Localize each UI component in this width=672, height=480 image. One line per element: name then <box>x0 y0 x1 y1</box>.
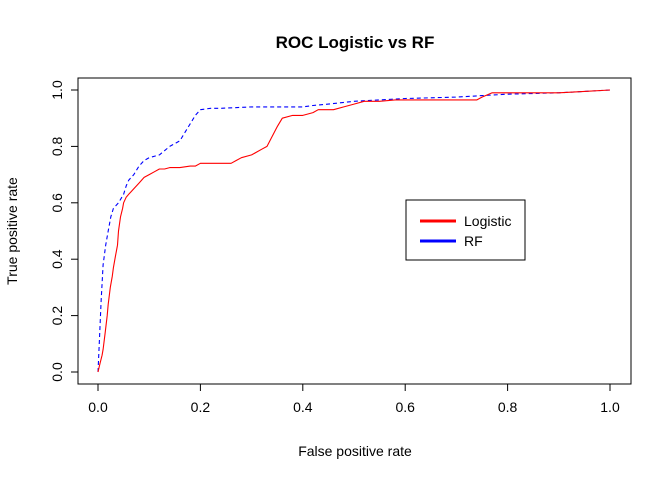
y-tick-label: 0.2 <box>49 306 65 326</box>
legend-label-rf: RF <box>464 233 483 249</box>
y-tick-label: 0.8 <box>49 136 65 156</box>
x-tick-label: 0.2 <box>191 399 211 415</box>
series-layer <box>97 89 611 373</box>
y-tick-label: 1.0 <box>49 80 65 100</box>
x-tick-label: 0.6 <box>395 399 415 415</box>
chart-title: ROC Logistic vs RF <box>276 33 435 52</box>
y-axis: 0.0 0.2 0.4 0.6 0.8 1.0 <box>49 80 79 382</box>
series-line-logistic <box>97 89 611 373</box>
x-tick-label: 1.0 <box>600 399 620 415</box>
y-tick-label: 0.0 <box>49 362 65 382</box>
series-line-rf <box>97 89 611 373</box>
x-axis: 0.0 0.2 0.4 0.6 0.8 1.0 <box>88 383 620 415</box>
legend-label-logistic: Logistic <box>464 213 511 229</box>
legend: Logistic RF <box>405 199 526 261</box>
x-tick-label: 0.8 <box>498 399 518 415</box>
x-tick-label: 0.4 <box>293 399 313 415</box>
y-axis-label: True positive rate <box>4 177 20 285</box>
legend-box <box>405 199 526 261</box>
y-tick-label: 0.6 <box>49 193 65 213</box>
x-axis-label: False positive rate <box>298 443 412 459</box>
x-tick-label: 0.0 <box>88 399 108 415</box>
y-tick-label: 0.4 <box>49 249 65 269</box>
